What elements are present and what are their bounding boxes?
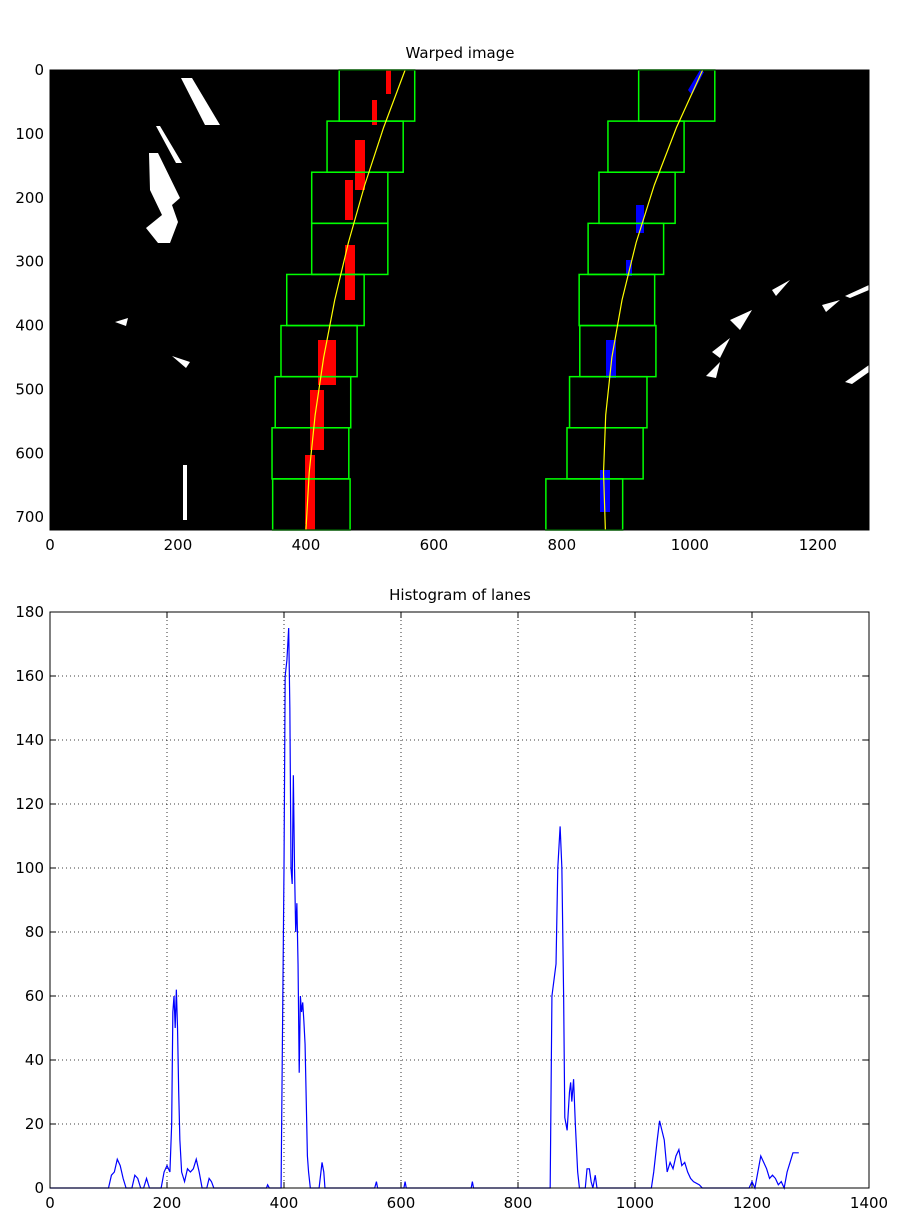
x-tick-label: 200	[164, 536, 193, 554]
chart-title: Histogram of lanes	[389, 586, 531, 604]
lane-fit	[602, 69, 704, 531]
y-tick-label: 140	[15, 731, 44, 749]
left-lane-pixels	[386, 70, 391, 94]
y-tick-label: 80	[25, 923, 44, 941]
right-lane-pixels	[636, 205, 644, 233]
x-tick-label: 0	[45, 1194, 55, 1208]
left-lane-pixels	[345, 245, 355, 300]
white-blob	[712, 338, 730, 358]
y-tick-label: 600	[15, 444, 44, 462]
left-lane-pixels	[372, 100, 377, 125]
white-blob	[845, 285, 869, 298]
x-tick-label: 200	[153, 1194, 182, 1208]
y-tick-label: 0	[34, 1179, 44, 1197]
y-tick-label: 120	[15, 795, 44, 813]
x-tick-label: 1000	[616, 1194, 654, 1208]
y-tick-label: 400	[15, 317, 44, 335]
white-blob	[706, 362, 720, 378]
plot-frame	[49, 69, 870, 531]
x-tick-label: 400	[292, 536, 321, 554]
y-tick-label: 300	[15, 253, 44, 271]
y-tick-label: 100	[15, 125, 44, 143]
white-blob	[845, 365, 869, 384]
x-tick-label: 1200	[799, 536, 837, 554]
right-lane-pixels	[600, 470, 610, 512]
right-lane-pixels	[626, 260, 632, 276]
x-tick-label: 400	[270, 1194, 299, 1208]
x-tick-label: 0	[45, 536, 55, 554]
left-lane-pixels	[305, 455, 315, 530]
white-blob	[156, 126, 182, 163]
white-blob	[822, 300, 840, 312]
white-blob	[181, 78, 220, 125]
y-tick-label: 20	[25, 1115, 44, 1133]
chart-title: Warped image	[406, 44, 515, 62]
y-tick-label: 60	[25, 987, 44, 1005]
right-lane-pixels	[606, 340, 616, 378]
x-tick-label: 600	[387, 1194, 416, 1208]
white-blob	[146, 153, 180, 243]
left-lane-pixels	[318, 340, 336, 385]
y-tick-label: 40	[25, 1051, 44, 1069]
plot-frame	[49, 611, 870, 1189]
y-tick-label: 0	[34, 61, 44, 79]
y-tick-label: 100	[15, 859, 44, 877]
x-tick-label: 1000	[671, 536, 709, 554]
y-tick-label: 180	[15, 603, 44, 621]
y-tick-label: 200	[15, 189, 44, 207]
y-tick-label: 160	[15, 667, 44, 685]
left-lane-pixels	[345, 180, 353, 220]
x-tick-label: 800	[504, 1194, 533, 1208]
x-tick-label: 600	[420, 536, 449, 554]
left-lane-pixels	[355, 140, 365, 190]
x-tick-label: 1200	[733, 1194, 771, 1208]
white-blob	[172, 356, 190, 368]
y-tick-label: 700	[15, 508, 44, 526]
white-blob	[183, 465, 187, 520]
white-blob	[772, 280, 790, 296]
white-blob	[115, 318, 128, 326]
image-background	[50, 70, 869, 530]
x-tick-label: 800	[548, 536, 577, 554]
x-tick-label: 1400	[850, 1194, 888, 1208]
image-pixels	[115, 70, 869, 530]
white-blob	[730, 310, 752, 330]
lane-fit	[305, 69, 406, 531]
y-tick-label: 500	[15, 380, 44, 398]
